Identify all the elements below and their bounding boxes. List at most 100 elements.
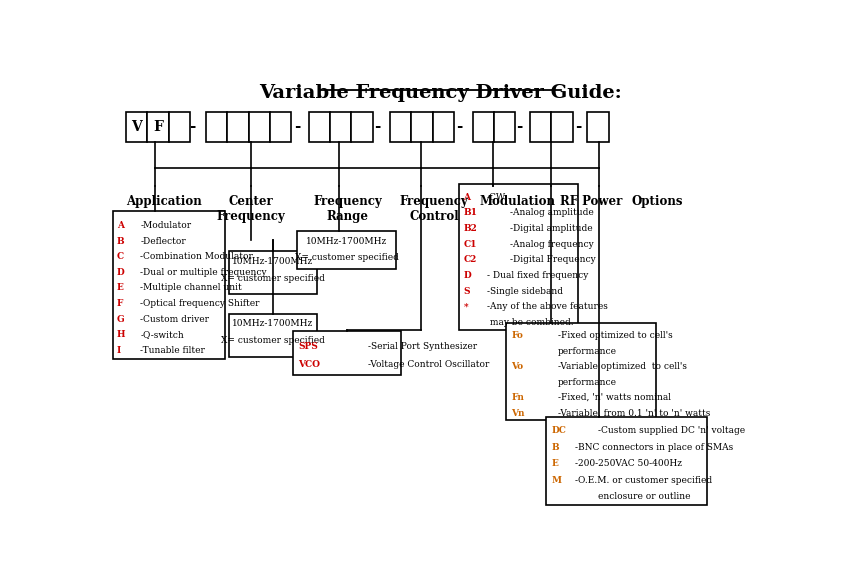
Text: B2: B2 — [464, 224, 477, 233]
Text: -Dual or multiple frequency: -Dual or multiple frequency — [140, 268, 267, 277]
Text: -: - — [189, 120, 196, 134]
Text: Vo: Vo — [512, 362, 524, 371]
Text: -Multiple channel unit: -Multiple channel unit — [140, 283, 242, 292]
FancyBboxPatch shape — [309, 112, 330, 141]
Text: -Analog frequency: -Analog frequency — [510, 240, 594, 249]
Text: S: S — [464, 287, 470, 296]
FancyBboxPatch shape — [546, 417, 707, 505]
Text: -Single sideband: -Single sideband — [487, 287, 562, 296]
Text: Application: Application — [126, 196, 202, 208]
Text: -Combination Modulator: -Combination Modulator — [140, 252, 253, 261]
Text: -: - — [374, 120, 381, 134]
Text: X= customer specified: X= customer specified — [295, 253, 399, 262]
Text: -Tunable filter: -Tunable filter — [140, 346, 205, 354]
Text: -Any of the above features: -Any of the above features — [487, 303, 608, 311]
FancyBboxPatch shape — [126, 112, 148, 141]
FancyBboxPatch shape — [206, 112, 227, 141]
Text: I: I — [117, 346, 121, 354]
Text: -Analog amplitude: -Analog amplitude — [510, 208, 594, 218]
FancyBboxPatch shape — [249, 112, 270, 141]
Text: -Optical frequency Shifter: -Optical frequency Shifter — [140, 299, 260, 308]
Text: D: D — [117, 268, 125, 277]
Text: B1: B1 — [464, 208, 477, 218]
Text: -: - — [516, 120, 523, 134]
Text: V: V — [132, 120, 142, 134]
Text: may be combined.: may be combined. — [487, 318, 574, 327]
Text: -Digital amplitude: -Digital amplitude — [510, 224, 593, 233]
FancyBboxPatch shape — [270, 112, 292, 141]
FancyBboxPatch shape — [411, 112, 433, 141]
FancyBboxPatch shape — [298, 231, 396, 269]
Text: C2: C2 — [464, 255, 476, 264]
FancyBboxPatch shape — [352, 112, 372, 141]
Text: F: F — [117, 299, 123, 308]
FancyBboxPatch shape — [330, 112, 352, 141]
Text: -Custom driver: -Custom driver — [140, 314, 209, 324]
FancyBboxPatch shape — [148, 112, 169, 141]
Text: -: - — [574, 120, 581, 134]
Text: SPS: SPS — [298, 342, 318, 352]
Text: VCO: VCO — [298, 360, 320, 369]
Text: E: E — [551, 459, 558, 468]
Text: A: A — [117, 221, 124, 230]
Text: C: C — [117, 252, 124, 261]
Text: F: F — [153, 120, 163, 134]
Text: Vn: Vn — [512, 409, 525, 418]
Text: C1: C1 — [464, 240, 477, 249]
Text: DC: DC — [551, 426, 566, 435]
FancyBboxPatch shape — [229, 251, 316, 294]
FancyBboxPatch shape — [227, 112, 249, 141]
Text: -Variable optimized  to cell's: -Variable optimized to cell's — [558, 362, 687, 371]
Text: Fo: Fo — [512, 331, 523, 340]
Text: Frequency
Range: Frequency Range — [313, 196, 382, 223]
Text: H: H — [117, 330, 126, 339]
FancyBboxPatch shape — [169, 112, 190, 141]
FancyBboxPatch shape — [506, 322, 656, 420]
Text: -Custom supplied DC 'n' voltage: -Custom supplied DC 'n' voltage — [599, 426, 746, 435]
Text: D: D — [464, 271, 471, 280]
Text: enclosure or outline: enclosure or outline — [599, 492, 691, 501]
Text: X= customer specified: X= customer specified — [221, 274, 325, 283]
Text: -CW: -CW — [487, 193, 506, 202]
FancyBboxPatch shape — [113, 211, 224, 359]
Text: Fn: Fn — [512, 393, 525, 402]
Text: -Fixed, 'n' watts nominal: -Fixed, 'n' watts nominal — [558, 393, 671, 402]
Text: -BNC connectors in place of SMAs: -BNC connectors in place of SMAs — [574, 443, 733, 452]
Text: B: B — [117, 237, 125, 246]
FancyBboxPatch shape — [459, 184, 578, 330]
FancyBboxPatch shape — [292, 331, 401, 375]
Text: -Deflector: -Deflector — [140, 237, 186, 246]
Text: Frequency
Control: Frequency Control — [400, 196, 469, 223]
Text: performance: performance — [558, 347, 617, 356]
FancyBboxPatch shape — [229, 314, 316, 357]
Text: performance: performance — [558, 378, 617, 386]
Text: -Modulator: -Modulator — [140, 221, 192, 230]
Text: -: - — [294, 120, 301, 134]
Text: B: B — [551, 443, 559, 452]
Text: G: G — [117, 314, 125, 324]
FancyBboxPatch shape — [551, 112, 573, 141]
Text: *: * — [464, 303, 468, 311]
Text: -200-250VAC 50-400Hz: -200-250VAC 50-400Hz — [574, 459, 682, 468]
Text: -Serial Port Synthesizer: -Serial Port Synthesizer — [368, 342, 477, 352]
Text: M: M — [551, 475, 562, 485]
Text: E: E — [117, 283, 124, 292]
Text: Options: Options — [631, 196, 683, 208]
FancyBboxPatch shape — [494, 112, 515, 141]
Text: Modulation: Modulation — [479, 196, 556, 208]
Text: -Voltage Control Oscillator: -Voltage Control Oscillator — [368, 360, 489, 369]
Text: Center
Frequency: Center Frequency — [217, 196, 286, 223]
Text: - Dual fixed frequency: - Dual fixed frequency — [487, 271, 588, 280]
FancyBboxPatch shape — [587, 112, 609, 141]
FancyBboxPatch shape — [390, 112, 411, 141]
Text: -O.E.M. or customer specified: -O.E.M. or customer specified — [574, 475, 712, 485]
Text: 10MHz-1700MHz: 10MHz-1700MHz — [306, 236, 387, 246]
Text: A: A — [464, 193, 470, 202]
FancyBboxPatch shape — [530, 112, 551, 141]
Text: -Variable, from 0.1 'n' to 'n' watts: -Variable, from 0.1 'n' to 'n' watts — [558, 409, 710, 418]
Text: RF Power: RF Power — [560, 196, 622, 208]
Text: -Q-switch: -Q-switch — [140, 330, 184, 339]
Text: -Digital Frequency: -Digital Frequency — [510, 255, 596, 264]
FancyBboxPatch shape — [433, 112, 454, 141]
Text: 10MHz-1700MHz: 10MHz-1700MHz — [232, 320, 313, 328]
